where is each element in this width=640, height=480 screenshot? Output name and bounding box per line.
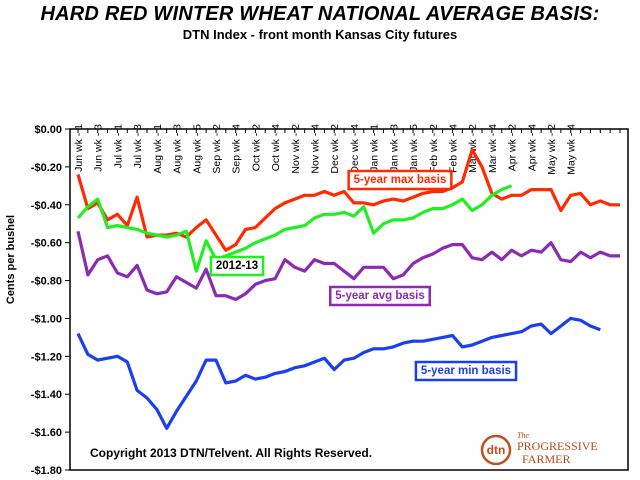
y-tick-label: -$0.80: [31, 276, 62, 288]
series-line-5-year-max-basis: [76, 148, 620, 252]
annotation-text: 2012-13: [216, 260, 258, 272]
annotation-5-year-avg-basis: 5-year avg basis: [328, 285, 432, 307]
y-tick-label: -$0.60: [31, 238, 62, 250]
annotation-box: [209, 255, 265, 277]
series-line-5-year-avg-basis: [76, 230, 620, 302]
y-axis-ticks: $0.00 -$0.20 -$0.40 -$0.60 -$0.80 -$1.00 -$1.2…: [31, 124, 70, 477]
x-tick-label: Feb wk - 2: [428, 124, 440, 173]
x-tick-label: Jun wk - 3: [93, 124, 105, 172]
y-tick-label: -$1.00: [31, 313, 62, 325]
x-tick-label: Mar wk - 4: [487, 124, 499, 173]
x-tick-label: Jan wk - 1: [369, 124, 381, 172]
chart-subtitle: DTN Index - front month Kansas City futu…: [182, 27, 458, 42]
x-tick-label: Nov wk - 4: [310, 124, 322, 174]
y-tick-label: -$0.40: [31, 200, 62, 212]
x-tick-label: Apr wk - 2: [507, 124, 519, 171]
logo-brand-line1: PROGRESSIVE: [517, 439, 598, 453]
y-tick-label: -$1.20: [31, 351, 62, 363]
y-tick-label: -$1.60: [31, 427, 62, 439]
chart-title: HARD RED WINTER WHEAT NATIONAL AVERAGE B…: [40, 3, 600, 25]
y-tick-label: -$1.80: [31, 465, 62, 477]
x-tick-label: Dec wk - 2: [329, 124, 341, 174]
x-tick-label: Aug wk - 3: [172, 124, 184, 174]
x-tick-label: Oct wk - 4: [270, 124, 282, 171]
annotation-5-year-min-basis: 5-year min basis: [414, 360, 518, 382]
annotation-box: [414, 360, 518, 382]
dtn-logo-text: dtn: [487, 443, 506, 457]
logo-brand-line2: FARMER: [522, 452, 570, 466]
x-tick-label: Sep wk - 4: [231, 124, 243, 174]
x-axis-ticks: Jun wk - 1 Jun wk - 3 Jul wk - 1 Jul wk - 3…: [73, 124, 621, 175]
annotation-box: [347, 169, 453, 191]
annotation-text: 5-year max basis: [354, 174, 447, 186]
y-tick-label: $0.00: [34, 124, 62, 136]
x-tick-label: Jan wk - 5: [408, 124, 420, 172]
y-tick-label: -$0.20: [31, 162, 62, 174]
x-tick-label: Jan wk - 3: [388, 124, 400, 172]
annotation-text: 5-year min basis: [421, 365, 511, 377]
dtn-logo-ring: [480, 434, 512, 466]
annotation-2012-13: 2012-13: [209, 255, 265, 277]
annotation-box: [328, 285, 432, 307]
x-tick-label: May wk - 4: [566, 124, 578, 175]
annotation-text: 5-year avg basis: [335, 290, 425, 302]
x-tick-label: Jun wk - 1: [73, 124, 85, 172]
copyright-notice: Copyright 2013 DTN/Telvent. All Rights R…: [90, 446, 372, 460]
annotation-5-year-max-basis: 5-year max basis: [347, 169, 453, 191]
dtn-progressive-farmer-logo: dtn The PROGRESSIVE FARMER: [480, 431, 598, 466]
x-tick-label: Dec wk - 4: [349, 124, 361, 174]
series-annotations: 5-year max basis 2012-13 5-year avg basis 5…: [209, 169, 518, 382]
x-tick-label: Sep wk - 2: [211, 124, 223, 174]
x-tick-label: Nov wk - 2: [290, 124, 302, 174]
logo-brand-top: The: [517, 431, 529, 440]
x-tick-label: Feb wk - 4: [447, 124, 459, 173]
series-line-2012-13: [76, 184, 513, 273]
x-tick-label: Aug wk - 5: [191, 124, 203, 174]
x-tick-label: Jul wk - 3: [132, 124, 144, 169]
x-tick-label: Aug wk - 1: [152, 124, 164, 174]
x-tick-label: Oct wk - 2: [250, 124, 262, 171]
x-tick-label: Jul wk - 1: [112, 124, 124, 169]
y-tick-label: -$1.40: [31, 389, 62, 401]
y-axis-label: Cents per bushel: [5, 215, 17, 304]
series-line-5-year-min-basis: [76, 316, 601, 430]
plot-area-frame: [69, 128, 629, 471]
x-tick-label: Apr wk - 4: [526, 124, 538, 171]
series-lines: [76, 148, 620, 430]
x-tick-label: May wk - 2: [546, 124, 558, 175]
